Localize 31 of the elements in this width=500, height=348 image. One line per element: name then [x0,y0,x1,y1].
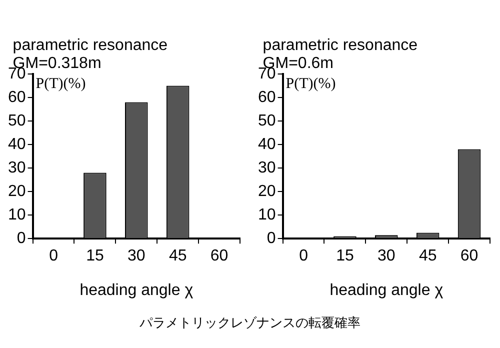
y-tick-label: 20 [258,182,276,200]
x-axis-title: heading angle χ [80,282,194,299]
x-tick-label: 45 [418,248,437,265]
y-tick-label: 60 [8,88,26,106]
y-tick-label: 0 [16,230,26,248]
x-tick-label: 60 [460,248,478,265]
y-tick-label: 50 [258,112,276,130]
y-tick-label: 0 [266,230,276,248]
x-axis-title: heading angle χ [330,282,444,299]
y-tick-label: 10 [8,206,26,224]
x-tick-label: 0 [299,248,308,265]
y-tick-label: 30 [258,159,276,176]
y-tick-label: 50 [8,112,26,130]
x-tick-label: 60 [210,248,228,265]
x-tick-label: 15 [86,248,104,265]
y-tick-label: 60 [258,88,276,106]
y-tick-label: 40 [258,136,276,153]
x-tick-label: 30 [378,248,396,265]
x-tick-label: 15 [336,248,354,265]
y-axis-title: P(T)(%) [36,76,86,92]
x-tick-label: 0 [49,248,58,265]
y-axis-title: P(T)(%) [286,76,336,92]
y-tick-label: 10 [258,206,276,224]
chart-title: parametric resonance [12,37,168,54]
y-tick-label: 40 [8,136,26,153]
x-tick-label: 45 [168,248,187,265]
y-tick-label: 30 [8,159,26,176]
x-tick-label: 30 [128,248,146,265]
text: パラメトリックレゾナンスの転覆確率 [138,315,362,332]
chart-title: parametric resonance [262,37,418,54]
y-tick-label: 20 [8,182,26,200]
